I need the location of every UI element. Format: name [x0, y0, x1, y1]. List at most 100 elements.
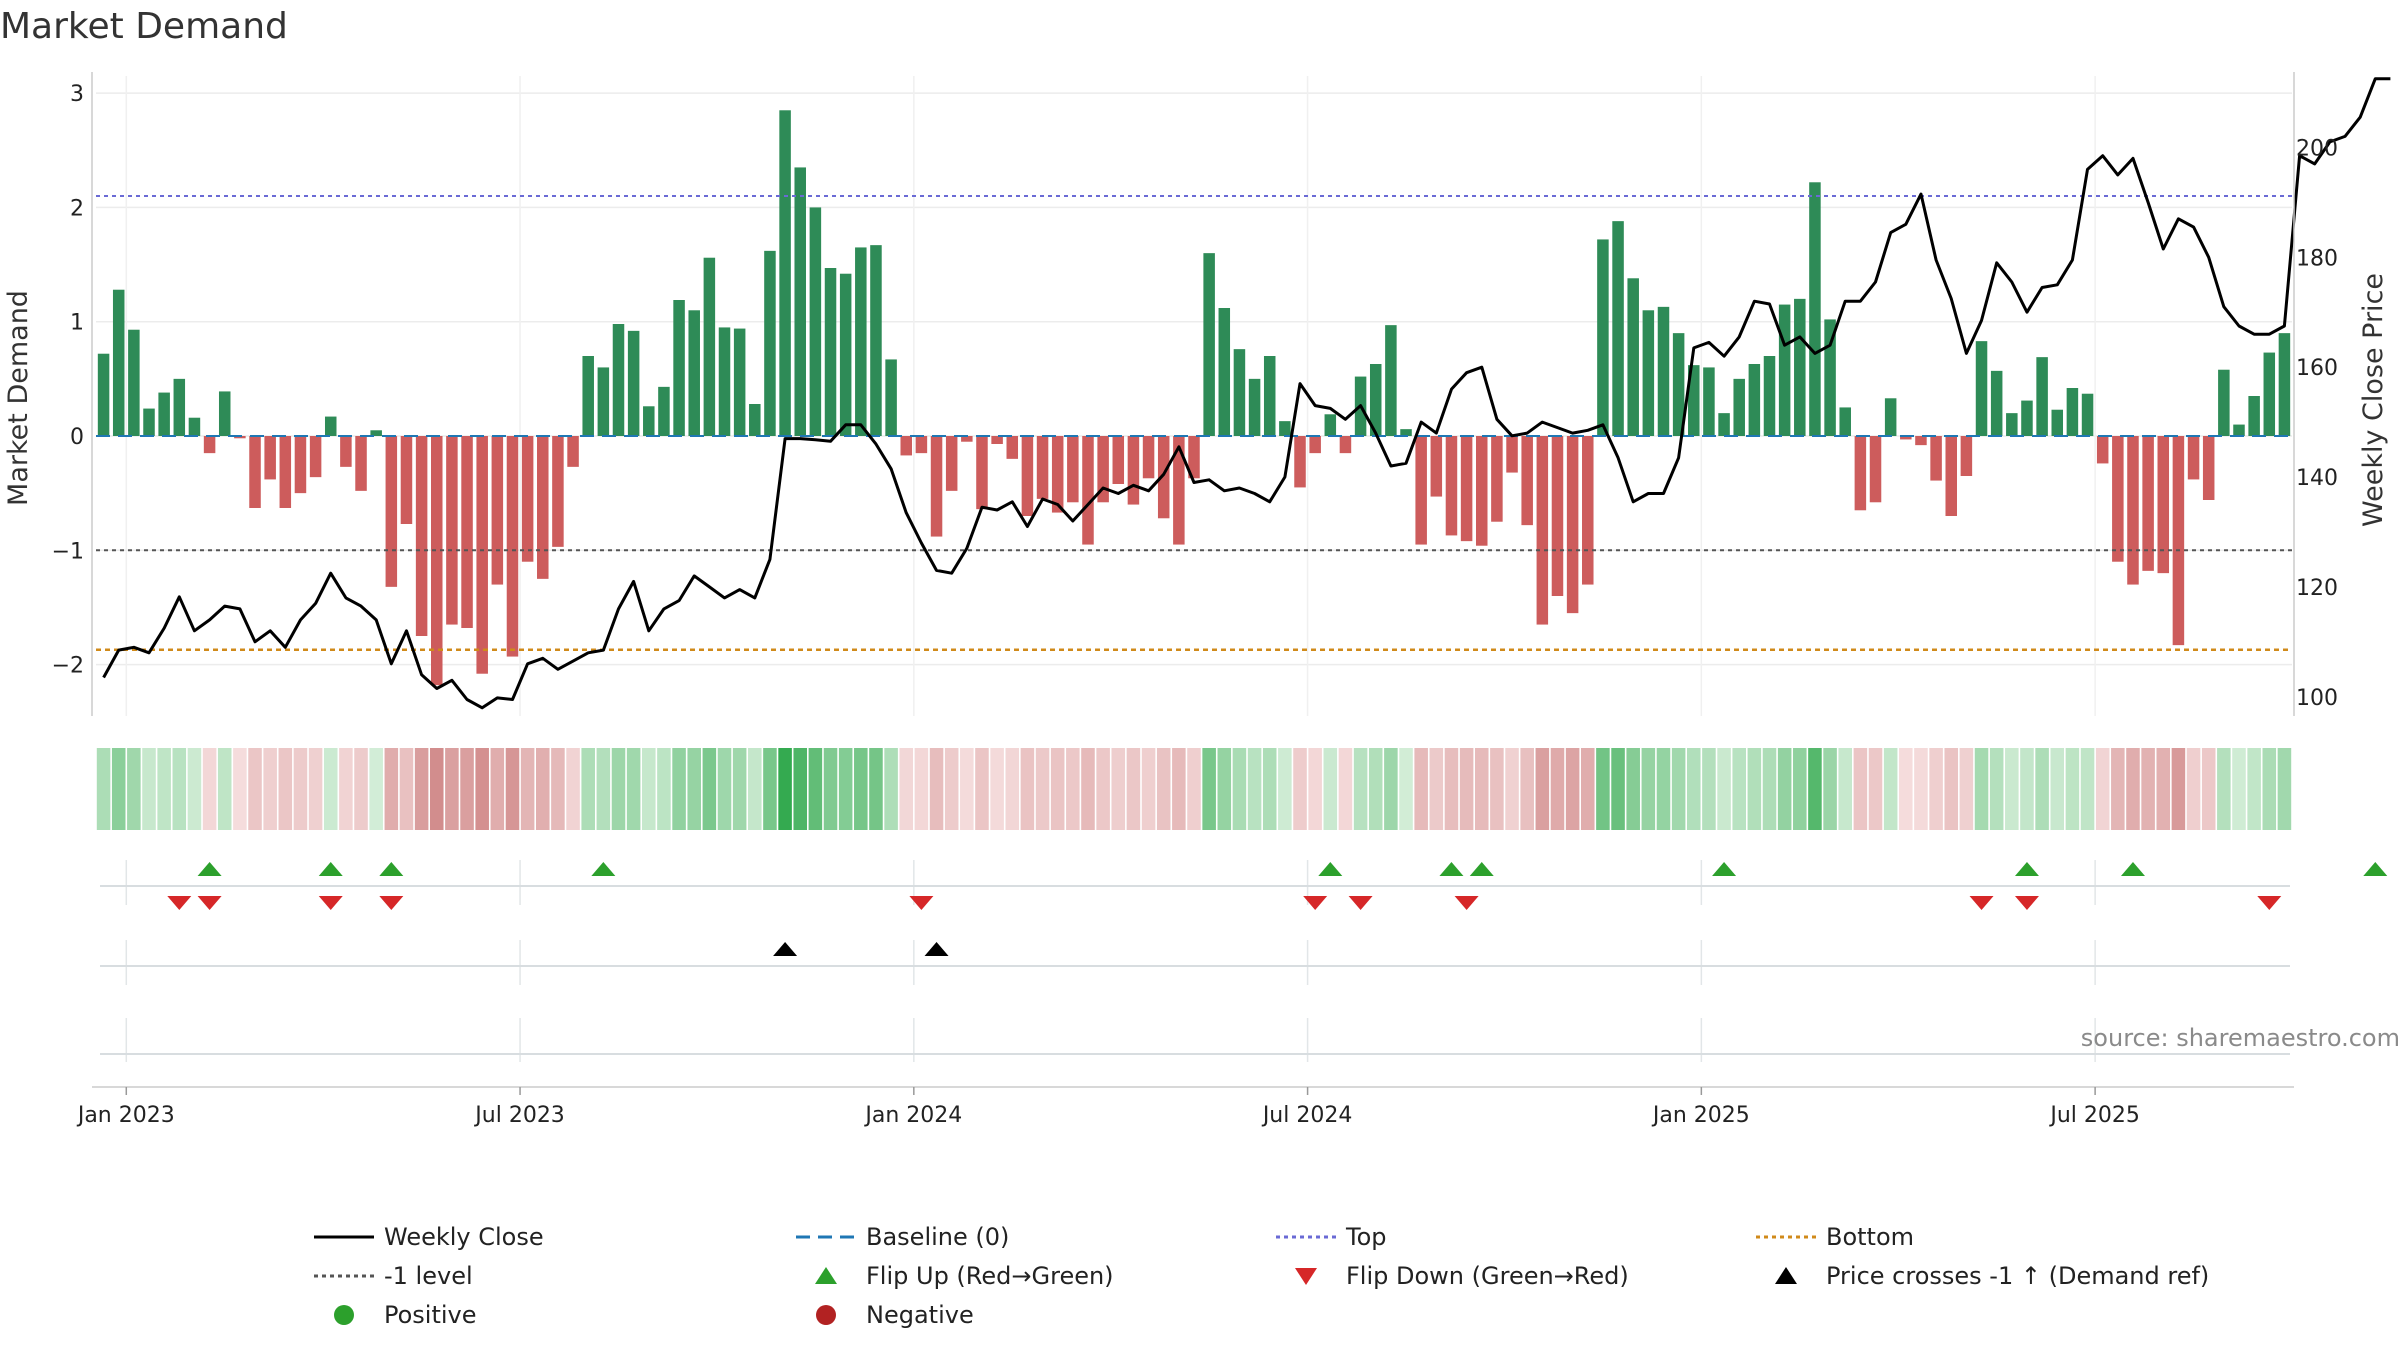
demand-bar [567, 436, 579, 467]
demand-bar [2278, 333, 2291, 436]
heat-cell [2186, 748, 2201, 830]
heat-cell [217, 748, 232, 830]
weekly-close-line-group [102, 77, 2391, 710]
demand-bar [1369, 364, 1382, 436]
demand-bar [1218, 308, 1231, 436]
heat-cell [1762, 748, 1777, 830]
heat-cell [127, 748, 141, 830]
heat-cell [823, 748, 838, 830]
legend-swatch [815, 1267, 837, 1284]
heat-cell [2005, 748, 2019, 830]
heat-cell [2050, 748, 2065, 830]
flip-down-marker [379, 896, 404, 910]
legend-label: Negative [866, 1301, 974, 1329]
y-left-tick-label: −2 [52, 654, 84, 679]
demand-bar [1869, 436, 1882, 503]
demand-bar [1809, 182, 1821, 436]
heat-cell [1081, 748, 1095, 830]
flip-down-marker [1454, 896, 1479, 910]
heat-cell [596, 748, 611, 830]
heat-cell [445, 748, 459, 830]
demand-bar [703, 257, 716, 436]
demand-bar [1385, 325, 1397, 436]
heat-cell [248, 748, 262, 830]
heat-cell [1687, 748, 1701, 830]
legend-label: Bottom [1826, 1223, 1914, 1251]
y-right-tick-label: 120 [2296, 576, 2338, 601]
demand-bar [673, 300, 685, 436]
demand-bar [1990, 370, 2003, 436]
heat-cell [1808, 748, 1822, 830]
demand-bar [945, 436, 958, 491]
axes: 3 2 1 0 −1 −2 200 180 160 140 120 100 Jan 2023 Jul 20… [52, 72, 2338, 1128]
demand-bar [2187, 436, 2200, 480]
demand-bar [1642, 310, 1655, 436]
price-cross-marker [924, 942, 949, 956]
heat-cell [1702, 748, 1716, 830]
heat-cell [1641, 748, 1656, 830]
demand-bar [1945, 436, 1957, 516]
heat-cell [2065, 748, 2080, 830]
heat-cell [869, 748, 883, 830]
heat-cell [944, 748, 959, 830]
demand-bar [1703, 367, 1715, 436]
flip-up-marker [2014, 862, 2039, 876]
y-left-tick-label: 0 [70, 425, 84, 450]
demand-bar [476, 436, 488, 674]
heat-cell [1989, 748, 2004, 830]
y-right-tick-label: 180 [2296, 246, 2338, 271]
heat-cell [1156, 748, 1171, 830]
flip-down-marker [197, 896, 222, 910]
heat-cell [1899, 748, 1913, 830]
heat-cell [1414, 748, 1428, 830]
demand-bar [2172, 436, 2185, 646]
heat-cell [1187, 748, 1201, 830]
demand-bar [1627, 278, 1639, 436]
heat-cell [854, 748, 868, 830]
flip-down-marker [1969, 896, 1994, 910]
source-label: source: sharemaestro.com [2081, 1024, 2400, 1052]
demand-bar [370, 430, 382, 436]
demand-bar [627, 330, 640, 436]
legend-label: Flip Up (Red→Green) [866, 1262, 1114, 1290]
demand-bar [961, 436, 973, 442]
demand-bar [1688, 365, 1700, 436]
demand-bar [2081, 393, 2094, 436]
heat-cell [1929, 748, 1943, 830]
heat-cell [460, 748, 474, 830]
demand-bar [1248, 378, 1261, 436]
demand-bar [2218, 369, 2230, 436]
heat-cell [702, 748, 717, 830]
flip-down-marker [2257, 896, 2282, 910]
demand-bar [809, 207, 822, 436]
demand-bar [2157, 436, 2170, 574]
heat-cell [1838, 748, 1852, 830]
heat-cell [1217, 748, 1232, 830]
demand-bar [658, 386, 670, 436]
heat-cell [838, 748, 853, 830]
y-right-tick-label: 200 [2296, 136, 2338, 161]
demand-bar [2021, 400, 2033, 436]
heat-cell [990, 748, 1004, 830]
heat-cell [914, 748, 929, 830]
demand-bar [415, 436, 428, 636]
demand-bar [1142, 436, 1155, 479]
demand-bar [2036, 357, 2048, 436]
demand-bar [294, 436, 307, 494]
heat-cell [2277, 748, 2292, 830]
demand-bar [1566, 436, 1579, 614]
demand-bar [2066, 388, 2079, 436]
demand-bar [779, 110, 791, 437]
heat-cell [354, 748, 368, 830]
demand-bar [1067, 436, 1079, 503]
heat-cell [1474, 748, 1489, 830]
demand-bar [688, 310, 700, 436]
heat-cell [1020, 748, 1035, 830]
heat-cell [687, 748, 701, 830]
heat-cell [278, 748, 293, 830]
heat-cell [1444, 748, 1459, 830]
demand-bar [446, 436, 458, 625]
flip-up-marker [591, 862, 616, 876]
heat-cell [960, 748, 974, 830]
heat-cell [717, 748, 732, 830]
